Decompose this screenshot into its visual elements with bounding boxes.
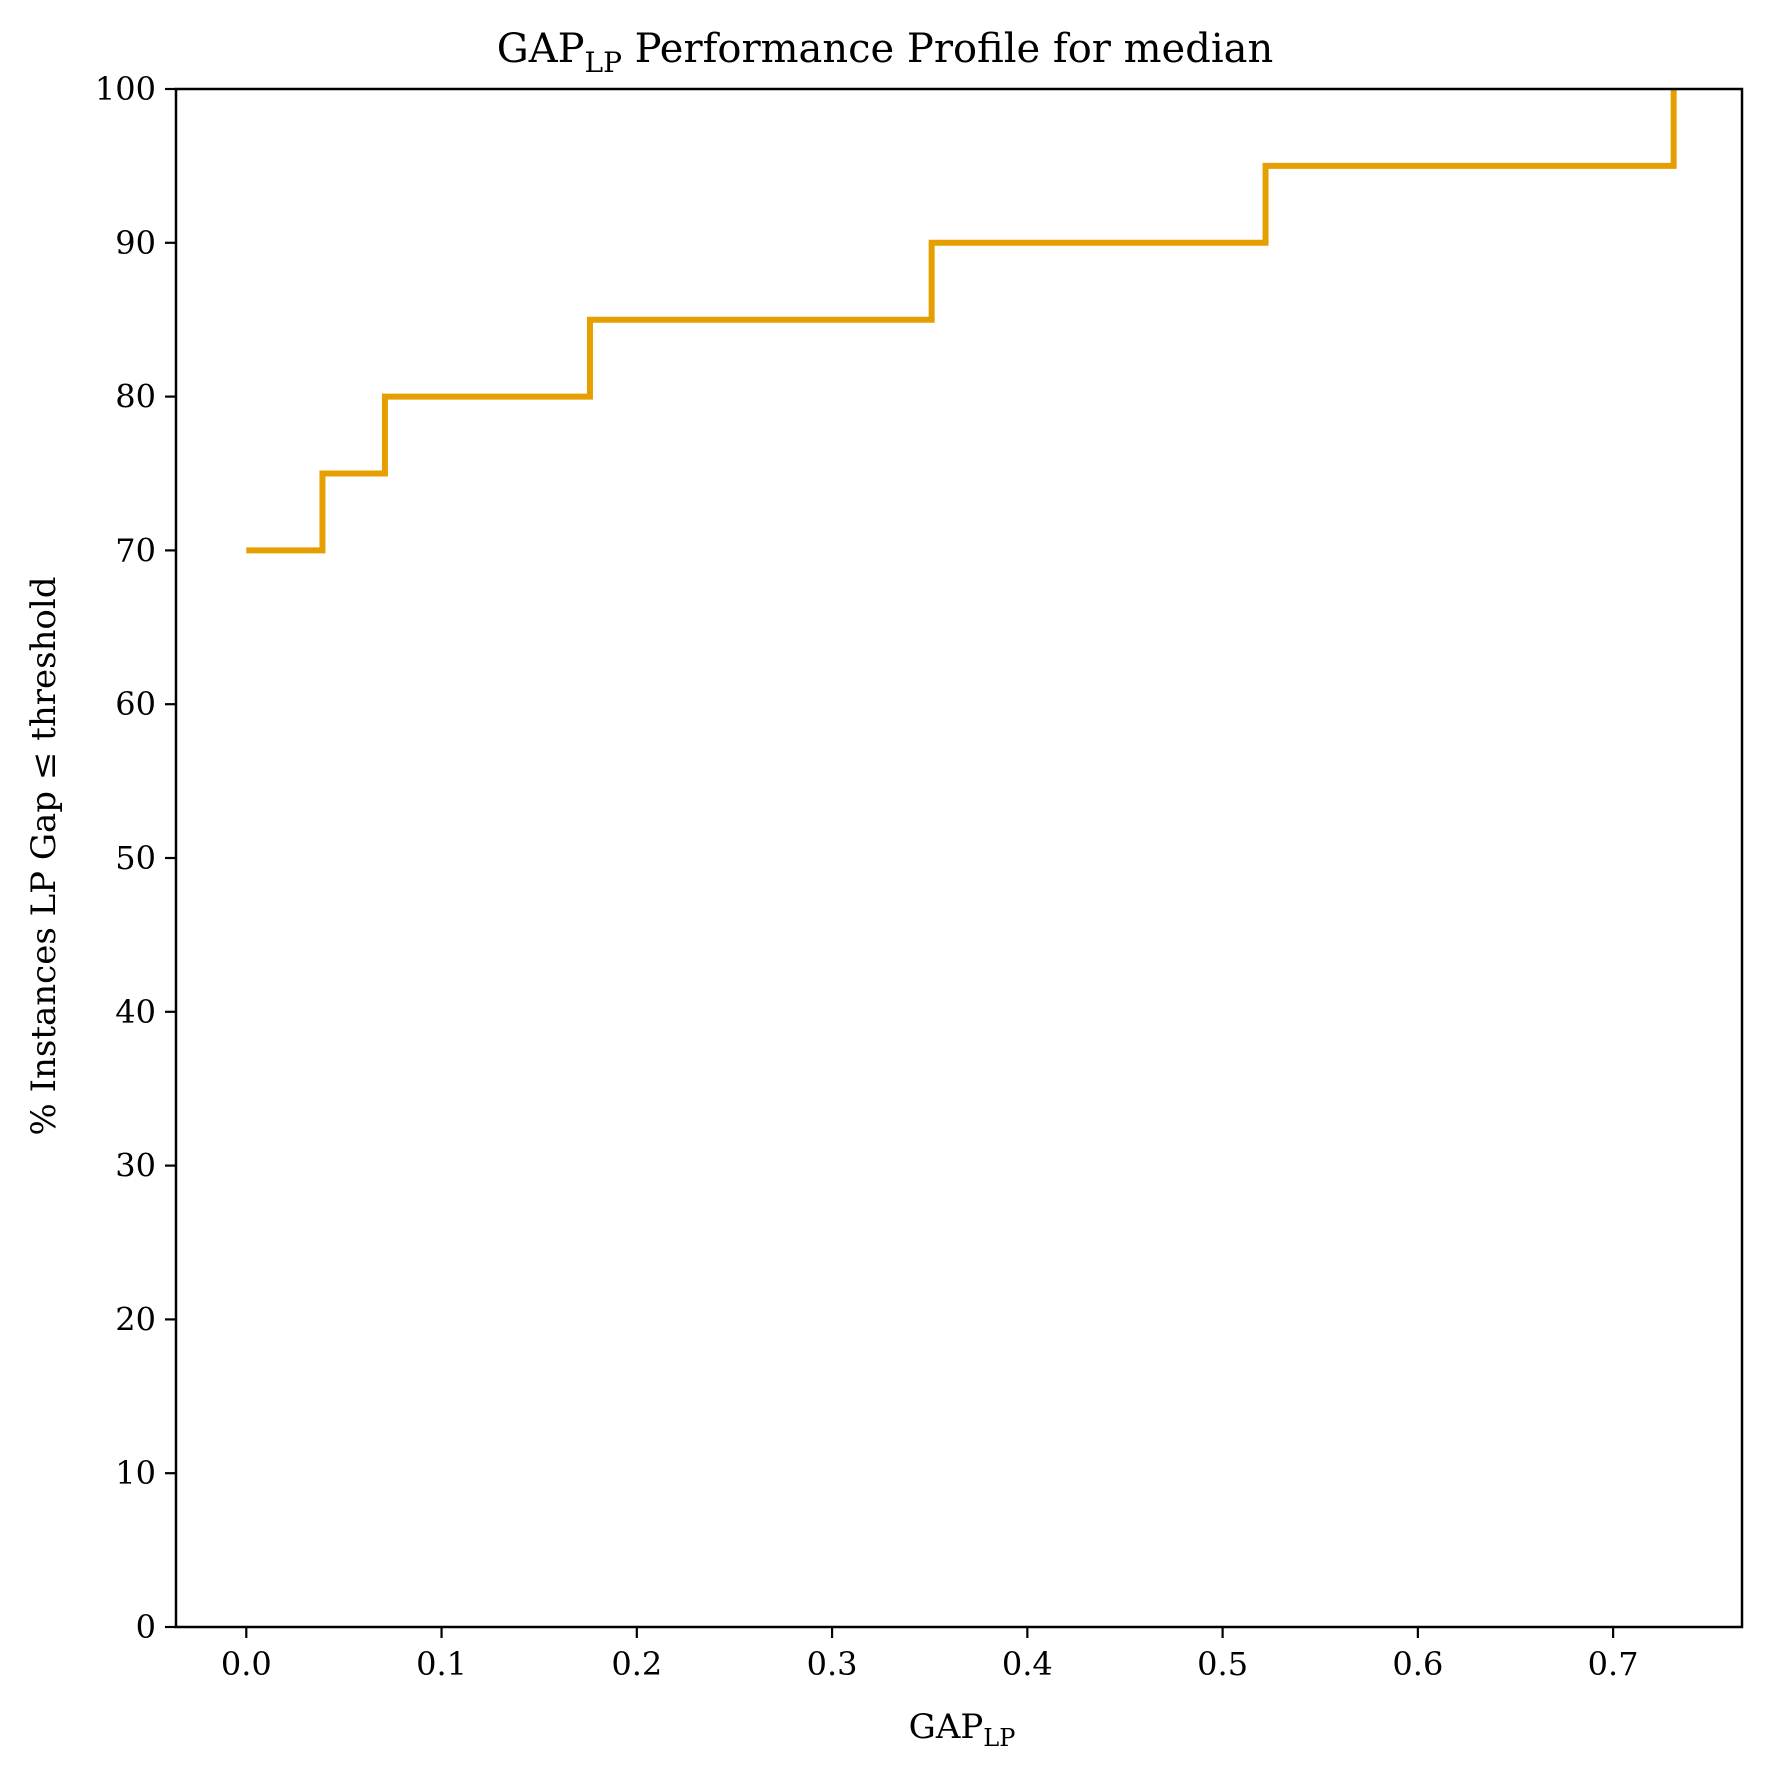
y-tick-label: 70 <box>115 531 156 569</box>
y-axis-ticks: 0 10 20 30 40 50 60 70 80 90 100 <box>95 70 176 1646</box>
x-tick-label: 0.6 <box>1392 1645 1443 1683</box>
x-tick-label: 0.0 <box>221 1645 272 1683</box>
x-axis-ticks: 0.0 0.1 0.2 0.3 0.4 0.5 0.6 0.7 <box>221 1627 1639 1683</box>
y-tick-label: 0 <box>136 1608 156 1646</box>
y-tick-label: 30 <box>115 1147 156 1185</box>
y-axis-label: % Instances LP Gap ≤ threshold <box>24 576 64 1135</box>
y-tick-label: 100 <box>95 70 156 108</box>
x-tick-label: 0.3 <box>807 1645 858 1683</box>
x-axis-label: GAPLP <box>909 1707 1016 1752</box>
series-line <box>246 89 1677 554</box>
x-tick-label: 0.2 <box>611 1645 662 1683</box>
plot-area <box>246 89 1677 554</box>
y-tick-label: 20 <box>115 1300 156 1338</box>
y-tick-label: 40 <box>115 993 156 1031</box>
axes-frame <box>174 87 1744 1629</box>
chart-title: GAPLP Performance Profile for median <box>497 26 1273 79</box>
x-tick-label: 0.1 <box>416 1645 467 1683</box>
x-tick-label: 0.5 <box>1197 1645 1248 1683</box>
y-tick-label: 80 <box>115 378 156 416</box>
y-tick-label: 60 <box>115 685 156 723</box>
y-tick-label: 10 <box>115 1454 156 1492</box>
x-tick-label: 0.7 <box>1588 1645 1639 1683</box>
y-tick-label: 90 <box>115 224 156 262</box>
x-tick-label: 0.4 <box>1002 1645 1053 1683</box>
y-tick-label: 50 <box>115 839 156 877</box>
